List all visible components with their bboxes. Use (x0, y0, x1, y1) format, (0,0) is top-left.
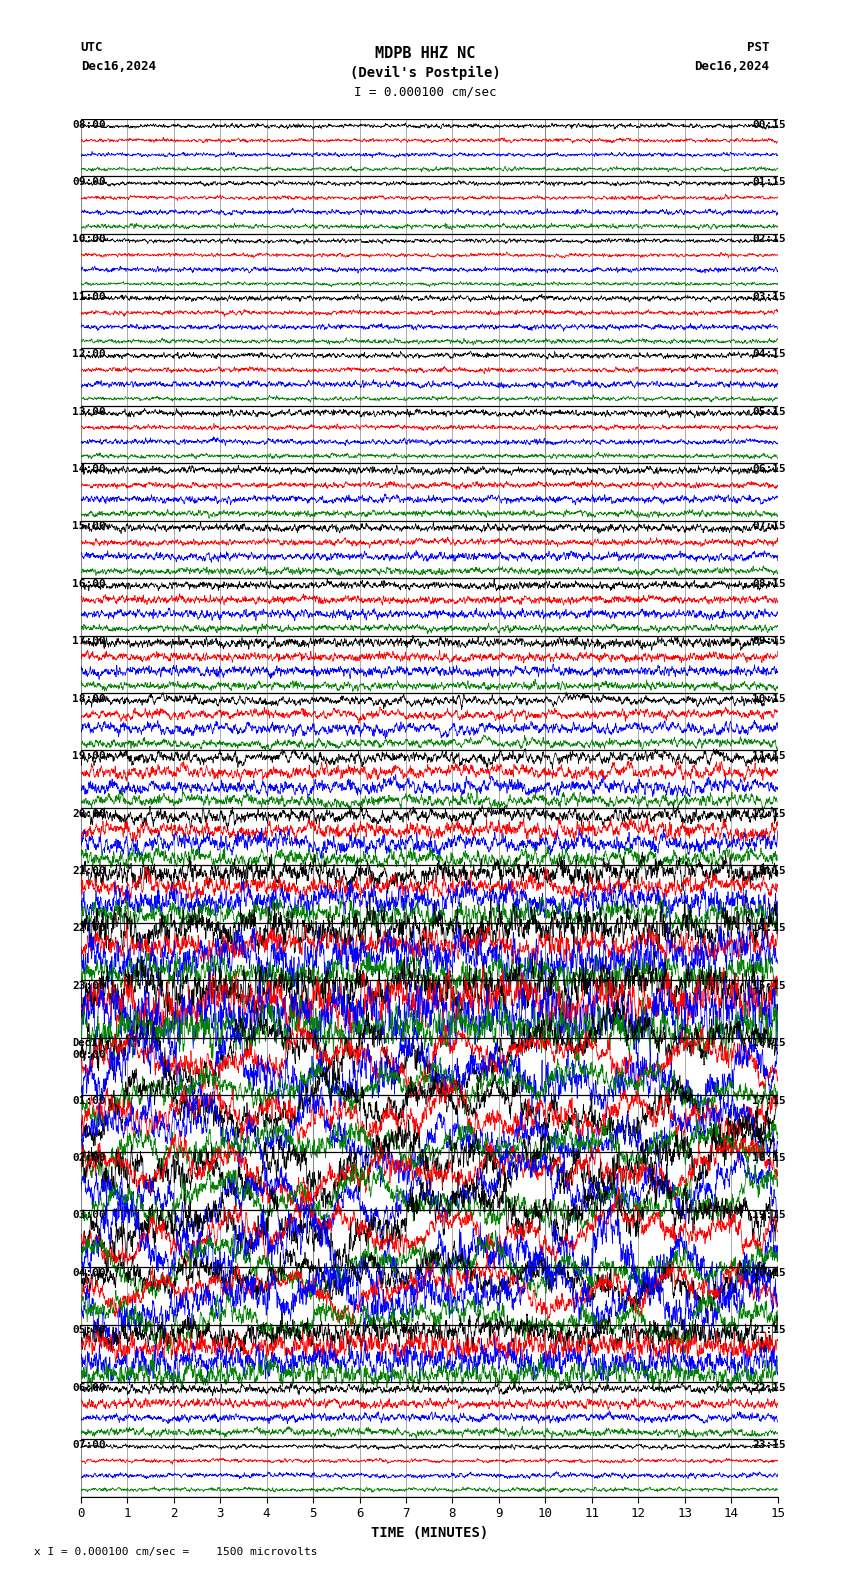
Text: 04:15: 04:15 (752, 348, 786, 360)
Text: 23:15: 23:15 (752, 1440, 786, 1451)
Text: UTC: UTC (81, 41, 103, 54)
Text: 12:15: 12:15 (752, 808, 786, 819)
Text: 02:15: 02:15 (752, 234, 786, 244)
Text: 00:15: 00:15 (752, 119, 786, 130)
Text: 07:15: 07:15 (752, 521, 786, 532)
Text: 21:00: 21:00 (72, 866, 106, 876)
Text: 08:15: 08:15 (752, 578, 786, 589)
Text: 16:15: 16:15 (752, 1038, 786, 1049)
Text: 19:00: 19:00 (72, 751, 106, 762)
X-axis label: TIME (MINUTES): TIME (MINUTES) (371, 1525, 488, 1540)
Text: 21:15: 21:15 (752, 1326, 786, 1335)
Text: 09:00: 09:00 (72, 177, 106, 187)
Text: 22:00: 22:00 (72, 923, 106, 933)
Text: 05:15: 05:15 (752, 407, 786, 417)
Text: 01:15: 01:15 (752, 177, 786, 187)
Text: 20:00: 20:00 (72, 808, 106, 819)
Text: PST: PST (747, 41, 769, 54)
Text: 02:00: 02:00 (72, 1153, 106, 1163)
Text: Dec16,2024: Dec16,2024 (81, 60, 156, 73)
Text: MDPB HHZ NC: MDPB HHZ NC (375, 46, 475, 62)
Text: I = 0.000100 cm/sec: I = 0.000100 cm/sec (354, 86, 496, 98)
Text: 12:00: 12:00 (72, 348, 106, 360)
Text: Dec17: Dec17 (72, 1038, 104, 1049)
Text: 13:00: 13:00 (72, 407, 106, 417)
Text: 16:00: 16:00 (72, 578, 106, 589)
Text: 13:15: 13:15 (752, 866, 786, 876)
Text: 18:00: 18:00 (72, 694, 106, 703)
Text: x I = 0.000100 cm/sec =    1500 microvolts: x I = 0.000100 cm/sec = 1500 microvolts (34, 1548, 318, 1557)
Text: 14:15: 14:15 (752, 923, 786, 933)
Text: 05:00: 05:00 (72, 1326, 106, 1335)
Text: 20:15: 20:15 (752, 1267, 786, 1278)
Text: 03:00: 03:00 (72, 1210, 106, 1221)
Text: 04:00: 04:00 (72, 1267, 106, 1278)
Text: 06:15: 06:15 (752, 464, 786, 474)
Text: 09:15: 09:15 (752, 637, 786, 646)
Text: 17:15: 17:15 (752, 1096, 786, 1106)
Text: 00:00: 00:00 (72, 1050, 106, 1060)
Text: 11:15: 11:15 (752, 751, 786, 762)
Text: 14:00: 14:00 (72, 464, 106, 474)
Text: 06:00: 06:00 (72, 1383, 106, 1392)
Text: 03:15: 03:15 (752, 291, 786, 303)
Text: (Devil's Postpile): (Devil's Postpile) (349, 67, 501, 79)
Text: 15:00: 15:00 (72, 521, 106, 532)
Text: 01:00: 01:00 (72, 1096, 106, 1106)
Text: 22:15: 22:15 (752, 1383, 786, 1392)
Text: 07:00: 07:00 (72, 1440, 106, 1451)
Text: 19:15: 19:15 (752, 1210, 786, 1221)
Text: 08:00: 08:00 (72, 119, 106, 130)
Text: 15:15: 15:15 (752, 980, 786, 992)
Text: 17:00: 17:00 (72, 637, 106, 646)
Text: 10:00: 10:00 (72, 234, 106, 244)
Text: 23:00: 23:00 (72, 980, 106, 992)
Text: 18:15: 18:15 (752, 1153, 786, 1163)
Text: Dec16,2024: Dec16,2024 (694, 60, 769, 73)
Text: 10:15: 10:15 (752, 694, 786, 703)
Text: 11:00: 11:00 (72, 291, 106, 303)
